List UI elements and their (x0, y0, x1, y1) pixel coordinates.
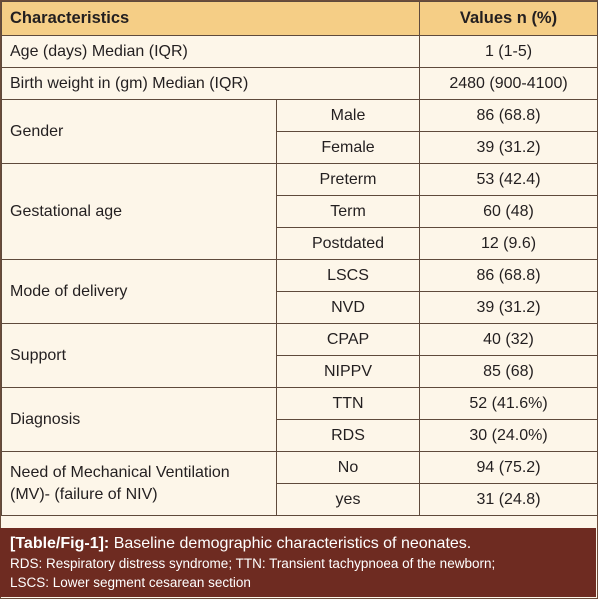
table-row: Support CPAP 40 (32) (1, 323, 598, 388)
group-label-mode-of-delivery: Mode of delivery (1, 259, 277, 324)
table-row: NVD 39 (31.2) (2, 291, 598, 324)
row-value: 2480 (900-4100) (419, 67, 598, 100)
row-label: Birth weight in (gm) Median (IQR) (0, 67, 421, 100)
sub-label: yes (275, 483, 421, 516)
row-value: 53 (42.4) (419, 163, 598, 196)
row-value: 39 (31.2) (419, 291, 598, 324)
table-row: Age (days) Median (IQR) 1 (1-5) (0, 35, 598, 68)
row-value: 85 (68) (419, 355, 598, 388)
header-values: Values n (%) (419, 1, 598, 36)
table-row: Gestational age Preterm 53 (42.4) (1, 163, 598, 260)
group-label-mechanical-ventilation: Need of Mechanical Ventilation (MV)- (fa… (1, 451, 277, 516)
header-characteristics: Characteristics (0, 1, 421, 36)
row-value: 30 (24.0%) (419, 419, 598, 452)
table-row: Birth weight in (gm) Median (IQR) 2480 (… (0, 67, 598, 100)
row-value: 94 (75.2) (419, 451, 598, 484)
row-value: 40 (32) (419, 323, 598, 356)
row-value: 86 (68.8) (419, 99, 598, 132)
group-label-support: Support (1, 323, 277, 388)
row-value: 60 (48) (419, 195, 598, 228)
caption-tag: [Table/Fig-1]: (10, 535, 110, 552)
group-label-gestational-age: Gestational age (1, 163, 277, 260)
table-row: NIPPV 85 (68) (2, 355, 598, 388)
group-label-gender: Gender (1, 99, 277, 164)
row-label: Age (days) Median (IQR) (0, 35, 421, 68)
row-value: 52 (41.6%) (419, 387, 598, 420)
group-label-line2: (MV)- (failure of NIV) (10, 485, 158, 503)
sub-label: NVD (275, 291, 421, 324)
row-value: 12 (9.6) (419, 227, 598, 260)
sub-label: Term (275, 195, 421, 228)
sub-label: No (275, 451, 421, 484)
sub-label: Postdated (275, 227, 421, 260)
row-value: 1 (1-5) (419, 35, 598, 68)
sub-label: Female (275, 131, 421, 164)
table-row: Gender Male 86 (68.8) (1, 99, 598, 164)
sub-label: RDS (275, 419, 421, 452)
sub-label: Preterm (275, 163, 421, 196)
caption-text: Baseline demographic characteristics of … (109, 535, 472, 552)
sub-label: Male (275, 99, 421, 132)
group-label-line1: Need of Mechanical Ventilation (10, 463, 230, 481)
table-row: Postdated 12 (9.6) (2, 227, 598, 260)
table-row: Mode of delivery LSCS 86 (68.8) (1, 259, 598, 324)
table-row: RDS 30 (24.0%) (2, 419, 598, 452)
characteristics-table: Characteristics Values n (%) Age (days) … (0, 1, 598, 516)
table-row: Term 60 (48) (2, 195, 598, 228)
table-caption: [Table/Fig-1]: Baseline demographic char… (0, 528, 596, 597)
table-row: Diagnosis TTN 52 (41.6%) (1, 387, 598, 452)
sub-label: NIPPV (275, 355, 421, 388)
table-row: yes 31 (24.8) (2, 483, 598, 516)
row-value: 31 (24.8) (419, 483, 598, 516)
row-value: 39 (31.2) (419, 131, 598, 164)
sub-label: TTN (275, 387, 421, 420)
sub-label: CPAP (275, 323, 421, 356)
row-value: 86 (68.8) (419, 259, 598, 292)
caption-note-line2: LSCS: Lower segment cesarean section (10, 575, 251, 590)
caption-title: [Table/Fig-1]: Baseline demographic char… (10, 534, 586, 554)
header-row: Characteristics Values n (%) (0, 1, 598, 36)
sub-label: LSCS (275, 259, 421, 292)
table-row: Need of Mechanical Ventilation (MV)- (fa… (1, 451, 598, 516)
caption-note-line1: RDS: Respiratory distress syndrome; TTN:… (10, 556, 496, 571)
group-label-diagnosis: Diagnosis (1, 387, 277, 452)
table-row: Female 39 (31.2) (2, 131, 598, 164)
